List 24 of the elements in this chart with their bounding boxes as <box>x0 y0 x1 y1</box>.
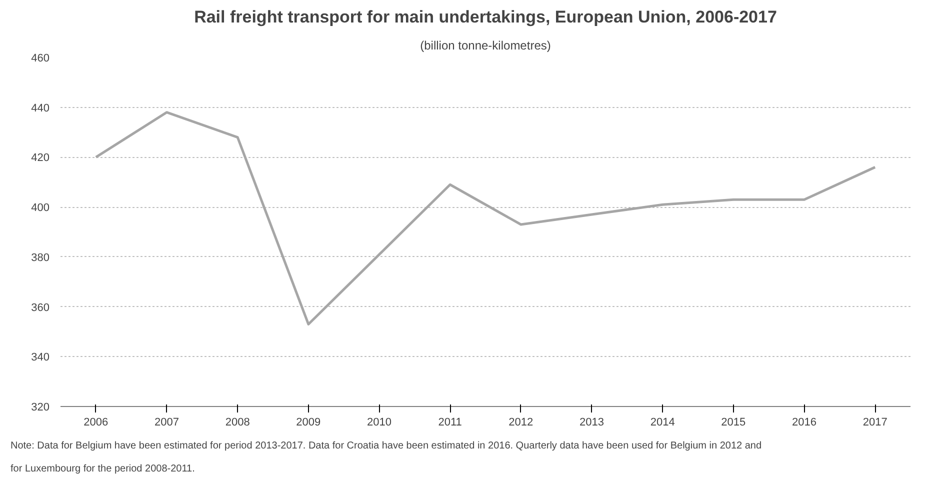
chart-subtitle: (billion tonne-kilometres) <box>420 38 551 52</box>
x-tick-label: 2013 <box>580 416 604 428</box>
x-tick-label: 2006 <box>84 416 108 428</box>
x-tick-label: 2008 <box>225 416 250 428</box>
y-tick-label: 420 <box>31 152 50 164</box>
x-tick-label: 2012 <box>508 416 534 428</box>
x-tick-label: 2011 <box>438 416 462 428</box>
x-tick-label: 2007 <box>154 416 179 428</box>
y-tick-label: 320 <box>31 402 50 414</box>
y-tick-label: 440 <box>31 102 50 114</box>
x-tick-label: 2009 <box>296 416 321 428</box>
x-tick-label: 2015 <box>721 416 746 428</box>
x-tick-label: 2017 <box>862 416 888 428</box>
x-tick-label: 2016 <box>792 416 816 428</box>
x-tick-label: 2010 <box>367 416 392 428</box>
text: Note: Data for Belgium have been estimated for period 2013-2017. Data for Croatia have been estimated in 2016. Quarterly data have been used for Belgium in 2012 and for Luxembourg for the period 2008-2011. <box>10 440 762 474</box>
y-tick-label: 340 <box>31 352 50 364</box>
y-tick-label: 400 <box>31 202 50 214</box>
y-tick-label: 380 <box>31 252 50 264</box>
line-series <box>94 111 876 326</box>
y-tick-label: 460 <box>31 52 50 64</box>
chart-title: Rail freight transport for main undertakings, European Union, 2006-2017 <box>194 8 777 26</box>
x-tick-label: 2014 <box>650 416 675 428</box>
y-tick-label: 360 <box>31 302 50 314</box>
